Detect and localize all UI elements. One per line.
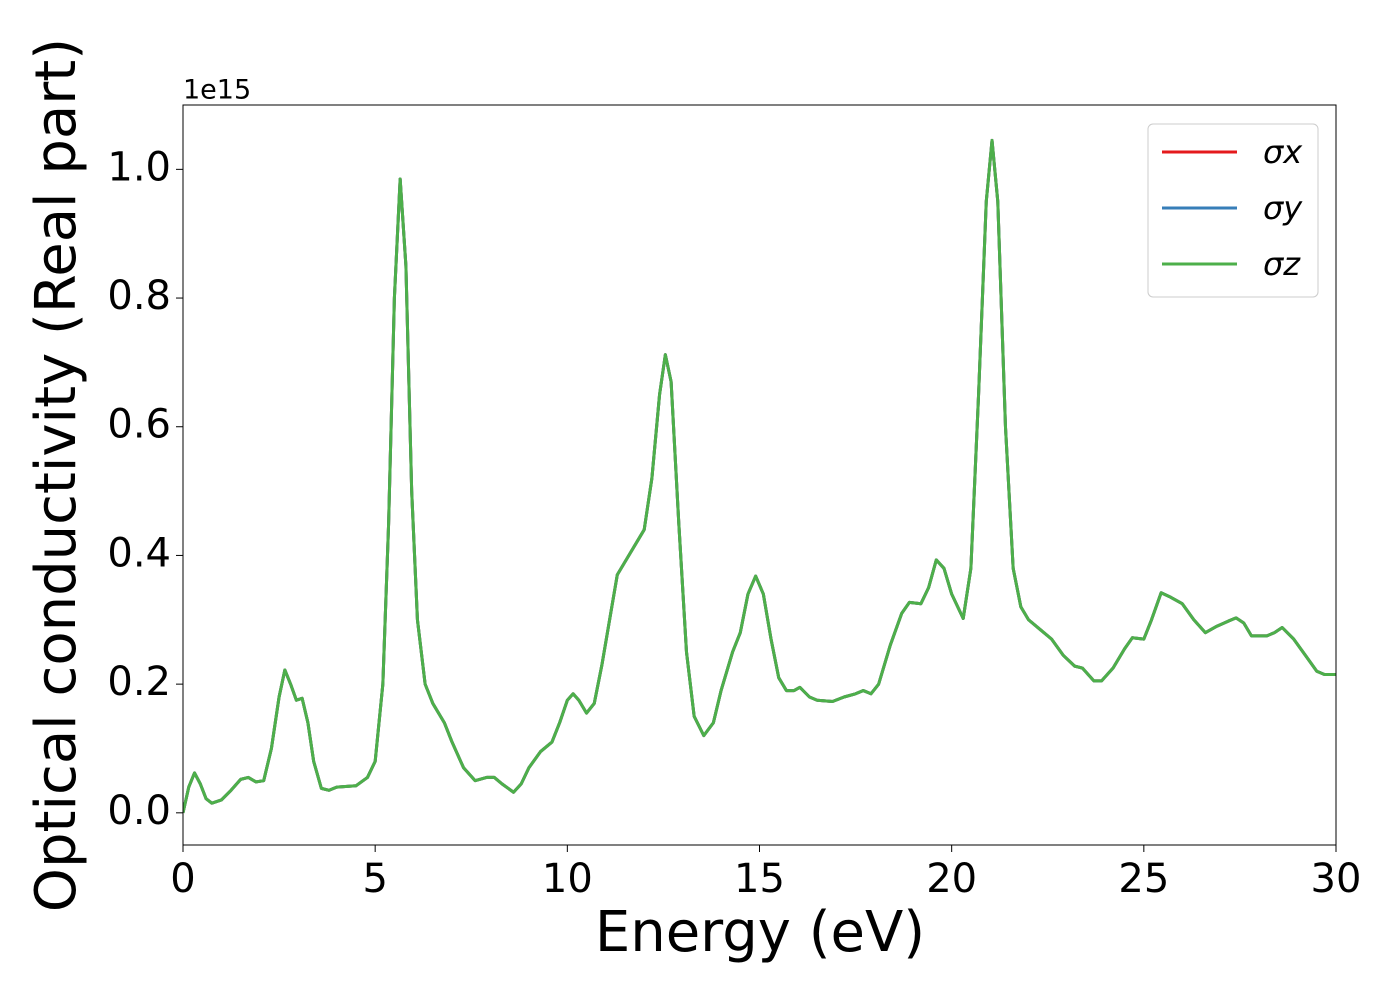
y-axis-label: Optical conductivity (Real part)	[24, 38, 89, 912]
x-tick-label: 15	[734, 856, 785, 902]
plot-frame	[182, 104, 1337, 846]
x-tick-label: 5	[362, 856, 387, 902]
legend-label: σy	[1263, 189, 1303, 227]
y-tick-label: 1.0	[107, 144, 171, 190]
y-offset-text: 1e15	[183, 75, 251, 106]
legend-label: σz	[1263, 245, 1301, 283]
y-tick-label: 0.0	[107, 788, 171, 834]
y-tick-label: 0.6	[107, 402, 171, 448]
x-tick-label: 0	[170, 856, 195, 902]
x-tick-label: 20	[926, 856, 977, 902]
y-tick-label: 0.8	[107, 273, 171, 319]
y-tick-label: 0.2	[107, 659, 171, 705]
y-tick-label: 0.4	[107, 530, 171, 576]
x-tick-label: 25	[1118, 856, 1169, 902]
data-line	[183, 138, 1336, 814]
x-tick-label: 30	[1311, 856, 1362, 902]
x-axis-label: Energy (eV)	[595, 900, 925, 965]
x-tick-label: 10	[542, 856, 593, 902]
legend-label: σx	[1263, 133, 1303, 171]
legend-box	[1147, 123, 1319, 298]
